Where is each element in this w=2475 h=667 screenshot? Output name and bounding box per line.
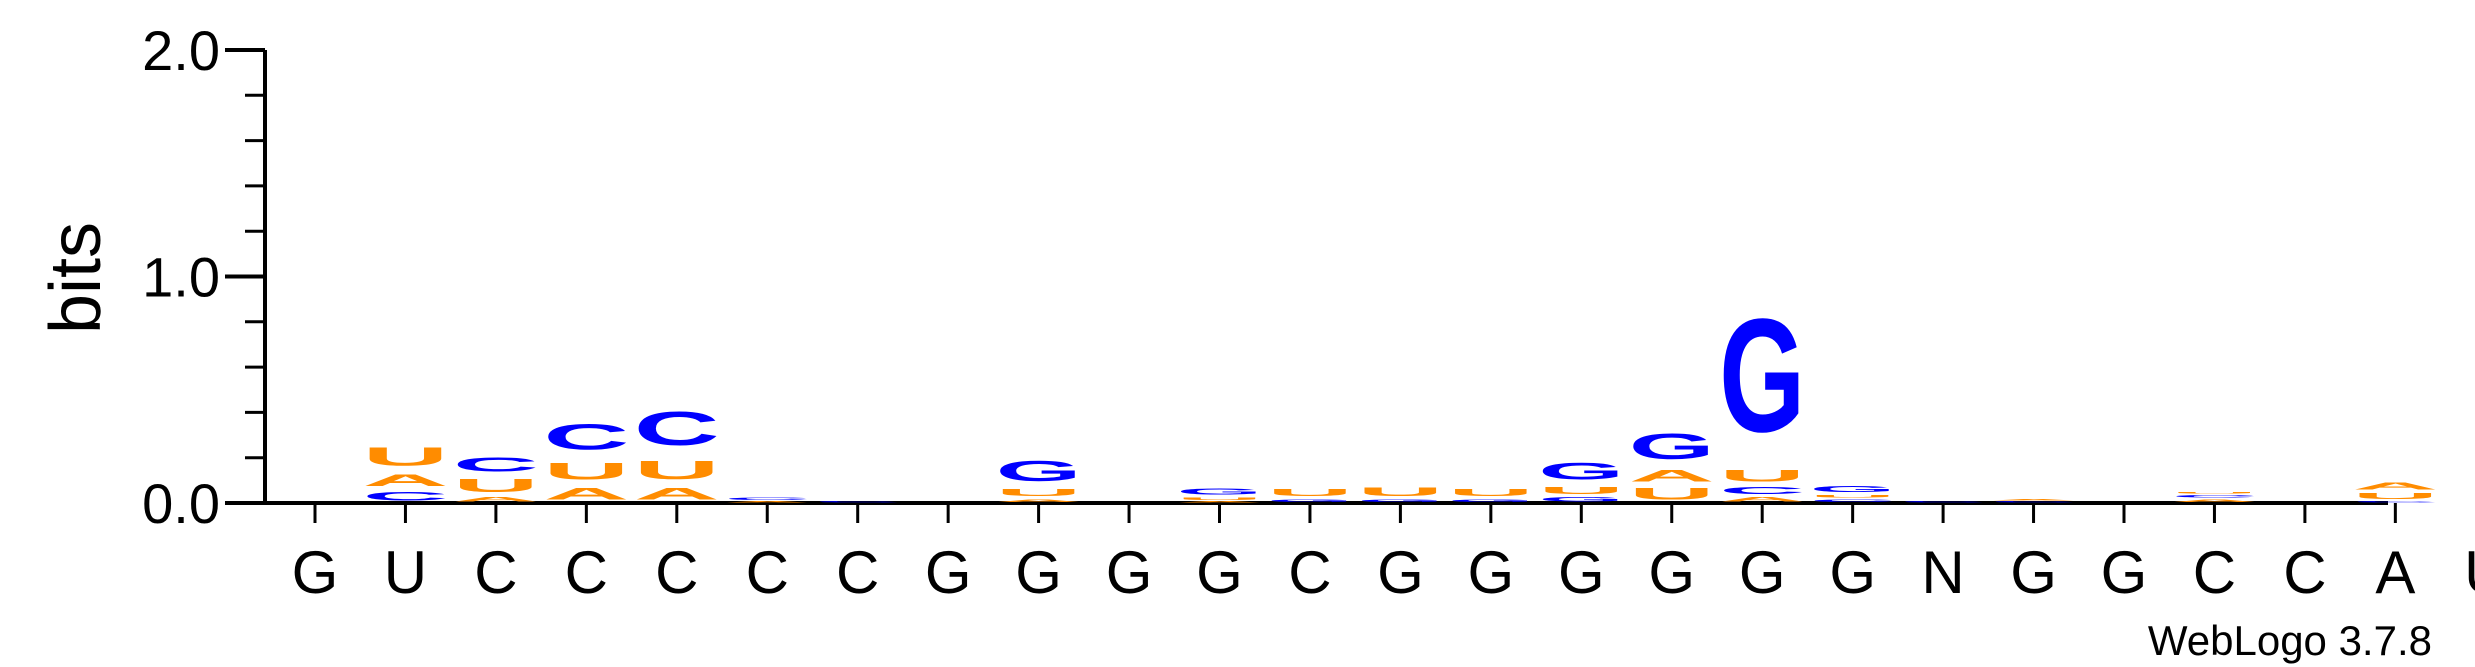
position-label: G bbox=[1558, 539, 1605, 606]
logo-letter-C: C bbox=[543, 417, 629, 458]
logo-letter-U: U bbox=[1357, 485, 1443, 499]
logo-letter-U: U bbox=[543, 458, 629, 485]
position-label: C bbox=[655, 539, 698, 606]
position-label: A bbox=[2375, 539, 2415, 606]
y-tick-label: 1.0 bbox=[142, 246, 220, 309]
position-label: G bbox=[1015, 539, 1062, 606]
logo-letter-U: U bbox=[1629, 485, 1715, 503]
logo-letter-U: U bbox=[1177, 496, 1263, 501]
position-label: G bbox=[2101, 539, 2148, 606]
logo-letter-A: A bbox=[996, 498, 1082, 503]
position-label: G bbox=[1468, 539, 1515, 606]
logo-letter-C: C bbox=[634, 402, 720, 456]
logo-letter-G: G bbox=[1538, 458, 1624, 485]
logo-letter-A: A bbox=[362, 471, 448, 489]
logo-letter-G: G bbox=[996, 456, 1082, 488]
logo-letter-G: G bbox=[1177, 487, 1263, 496]
y-axis-label: bits bbox=[36, 222, 116, 334]
position-label: G bbox=[1377, 539, 1424, 606]
logo-letter-A: A bbox=[453, 496, 539, 503]
logo-letter-C: C bbox=[362, 489, 448, 503]
position-label: U bbox=[384, 539, 427, 606]
logo-letter-U: U bbox=[2171, 492, 2257, 494]
position-label: G bbox=[2010, 539, 2057, 606]
position-label: G bbox=[1829, 539, 1876, 606]
logo-letter-C: C bbox=[2352, 501, 2438, 503]
logo-letter-G: G bbox=[1629, 426, 1715, 466]
logo-letter-C: C bbox=[724, 496, 810, 501]
position-label: G bbox=[1106, 539, 1153, 606]
logo-letter-C: C bbox=[1991, 501, 2077, 503]
position-label: C bbox=[565, 539, 608, 606]
logo-letter-G: G bbox=[1448, 498, 1534, 503]
position-label: U bbox=[2464, 539, 2475, 606]
logo-letter-C: C bbox=[1810, 498, 1896, 503]
logo-letter-G: G bbox=[1538, 496, 1624, 503]
logo-letter-C: C bbox=[1900, 501, 1986, 503]
logo-letter-C: C bbox=[2171, 494, 2257, 499]
logo-letter-C: C bbox=[1719, 485, 1805, 496]
position-label: G bbox=[292, 539, 339, 606]
logo-letter-U: U bbox=[996, 487, 1082, 498]
logo-letter-U: U bbox=[634, 456, 720, 485]
position-label: G bbox=[1739, 539, 1786, 606]
logo-letter-A: A bbox=[2171, 498, 2257, 503]
logo-letter-U: U bbox=[1448, 487, 1534, 498]
logo-letter-A: A bbox=[1177, 501, 1263, 503]
logo-letter-U: U bbox=[2352, 492, 2438, 501]
position-label: G bbox=[925, 539, 972, 606]
position-label: G bbox=[1648, 539, 1695, 606]
position-label: C bbox=[2283, 539, 2326, 606]
logo-letter-G: G bbox=[1357, 498, 1443, 503]
logo-letter-A: A bbox=[2352, 480, 2438, 491]
position-label: C bbox=[1288, 539, 1331, 606]
position-label: N bbox=[1921, 539, 1964, 606]
logo-letter-U: U bbox=[1538, 485, 1624, 496]
logo-letter-G: G bbox=[1810, 485, 1896, 494]
position-label: C bbox=[836, 539, 879, 606]
position-label: C bbox=[474, 539, 517, 606]
logo-letter-U: U bbox=[453, 476, 539, 496]
logo-letter-A: A bbox=[724, 501, 810, 503]
logo-letter-U: U bbox=[362, 442, 448, 471]
position-labels: GUCCCCCGGGGCGGGGGGNGGCCAU bbox=[292, 503, 2475, 606]
logo-letter-U: U bbox=[1267, 487, 1353, 498]
logo-letter-U: U bbox=[1719, 467, 1805, 485]
logo-letter-A: A bbox=[1991, 498, 2077, 500]
position-label: G bbox=[1196, 539, 1243, 606]
position-label: C bbox=[2193, 539, 2236, 606]
weblogo-credit: WebLogo 3.7.8 bbox=[2148, 617, 2432, 664]
logo-letter-C: C bbox=[453, 453, 539, 475]
y-tick-label: 2.0 bbox=[142, 19, 220, 82]
logo-letter-A: A bbox=[1629, 467, 1715, 485]
logo-letter-G: G bbox=[1719, 286, 1805, 466]
logo-letter-A: A bbox=[543, 485, 629, 503]
logo-letter-A: A bbox=[634, 485, 720, 503]
y-axis: 0.0 1.0 2.0 bbox=[142, 19, 2388, 535]
position-label: C bbox=[746, 539, 789, 606]
logo-letter-U: U bbox=[1810, 494, 1896, 499]
y-tick-label: 0.0 bbox=[142, 472, 220, 535]
logo-letter-G: G bbox=[1267, 498, 1353, 503]
logo-letter-A: A bbox=[1719, 496, 1805, 503]
logo-letter-C: C bbox=[815, 501, 901, 503]
